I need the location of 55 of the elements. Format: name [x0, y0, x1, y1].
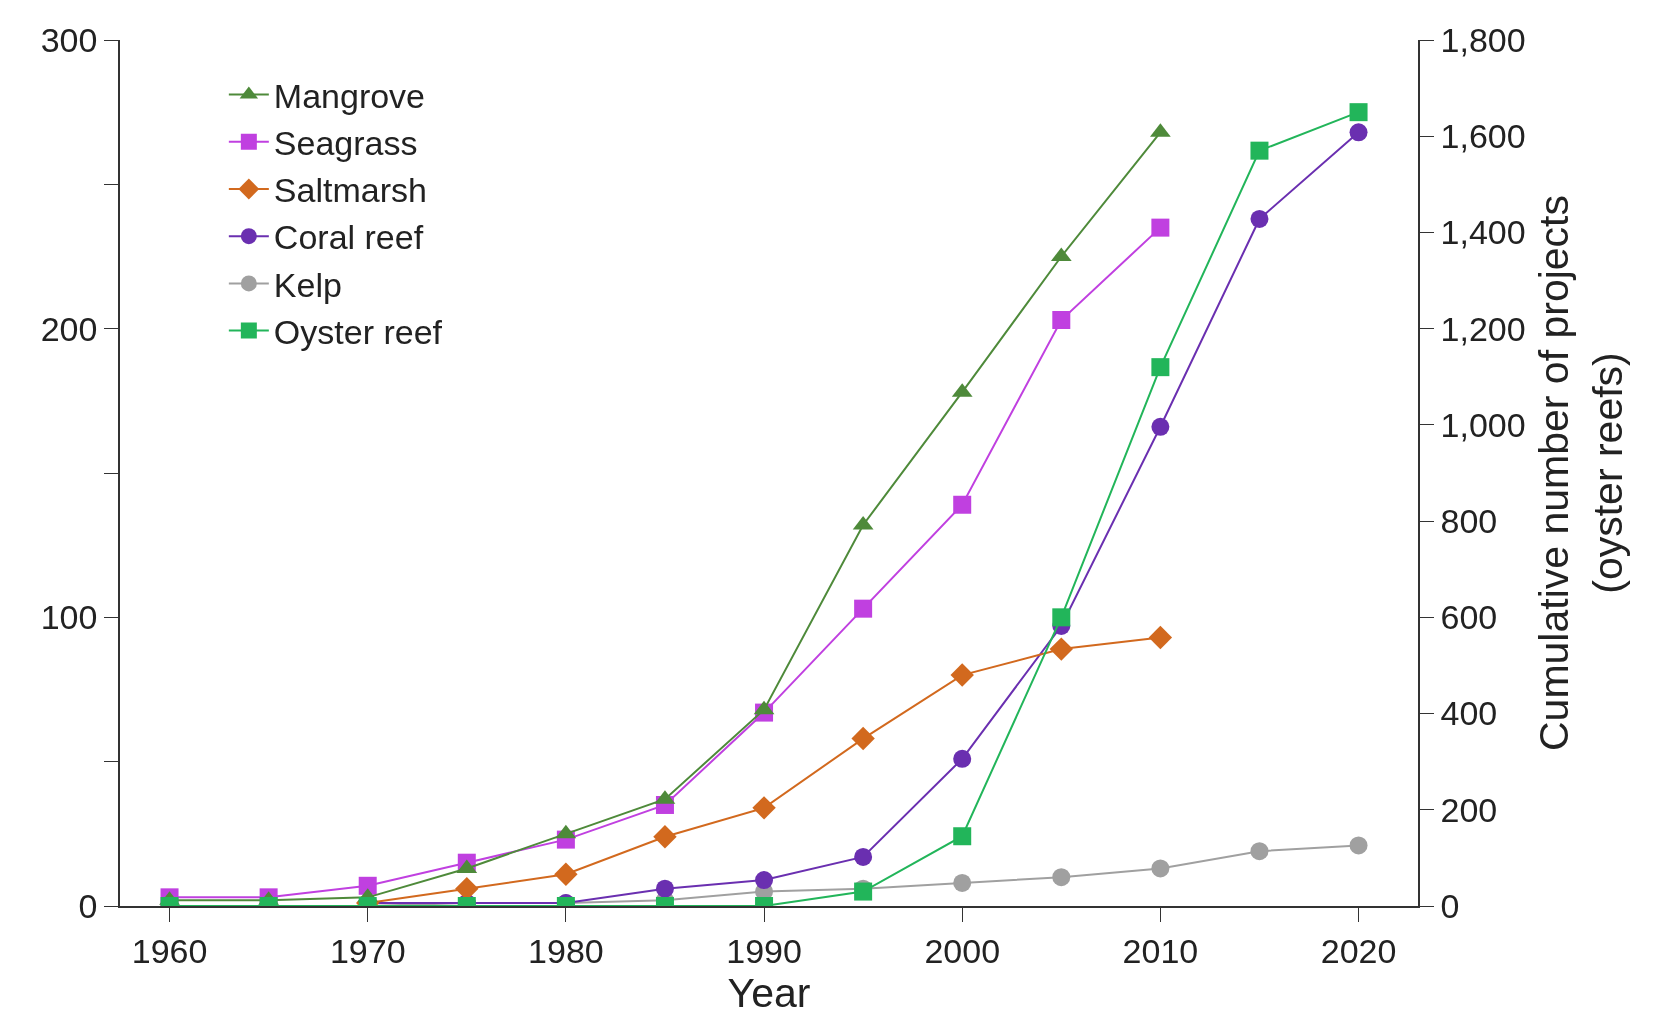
point — [1349, 836, 1368, 855]
legend-label: Seagrass — [273, 124, 418, 163]
point — [953, 873, 972, 892]
legend-label: Oyster reef — [273, 312, 443, 351]
point — [854, 847, 873, 866]
point — [1052, 868, 1071, 887]
point — [755, 871, 774, 890]
y2-tick-label: 400 — [1440, 694, 1498, 733]
y-tick-label: 0 — [78, 886, 98, 925]
point — [1052, 311, 1071, 330]
point — [653, 825, 677, 849]
point — [1151, 417, 1170, 436]
point — [953, 495, 972, 514]
y2-tick-label: 1,400 — [1440, 213, 1526, 252]
point — [1151, 358, 1170, 377]
point — [1151, 218, 1170, 237]
point — [1151, 859, 1170, 878]
point — [752, 796, 776, 820]
x-tick-label: 1980 — [528, 931, 604, 970]
x-tick-label: 2020 — [1320, 931, 1397, 970]
point — [950, 663, 974, 687]
x-axis-title: Year — [727, 970, 811, 1017]
y2-tick-label: 1,000 — [1440, 405, 1526, 444]
legend-label: Saltmarsh — [273, 171, 427, 210]
x-tick-label: 2010 — [1122, 931, 1199, 970]
point — [953, 749, 972, 768]
y2-tick-label: 0 — [1440, 886, 1460, 925]
x-tick-label: 1970 — [329, 931, 406, 970]
point — [1250, 842, 1269, 861]
point — [1349, 123, 1368, 142]
y2-tick-label: 1,800 — [1440, 20, 1526, 59]
point — [854, 599, 873, 618]
point — [851, 726, 875, 751]
point — [1049, 637, 1073, 661]
y2-axis-title: Cumulative number of projects (oyster reefs) — [1531, 194, 1631, 752]
y2-tick-label: 1,200 — [1440, 309, 1526, 348]
y-tick-label: 200 — [40, 309, 98, 348]
point — [655, 879, 674, 898]
point — [1250, 209, 1269, 228]
point — [1349, 103, 1368, 122]
point — [554, 862, 578, 886]
y-tick-label: 300 — [40, 20, 98, 59]
legend-label: Coral reef — [273, 218, 424, 257]
legend-label: Mangrove — [273, 76, 426, 115]
x-tick-label: 2000 — [924, 931, 1001, 970]
x-tick-label: 1960 — [131, 931, 208, 970]
point — [1148, 625, 1173, 650]
y2-tick-label: 200 — [1440, 790, 1498, 829]
legend-label: Kelp — [273, 265, 342, 304]
y2-tick-label: 600 — [1440, 598, 1498, 637]
point — [1250, 141, 1269, 160]
y2-tick-label: 1,600 — [1440, 117, 1526, 156]
y-tick-label: 100 — [40, 598, 98, 637]
x-tick-label: 1990 — [726, 931, 802, 970]
y2-tick-label: 800 — [1440, 502, 1498, 541]
